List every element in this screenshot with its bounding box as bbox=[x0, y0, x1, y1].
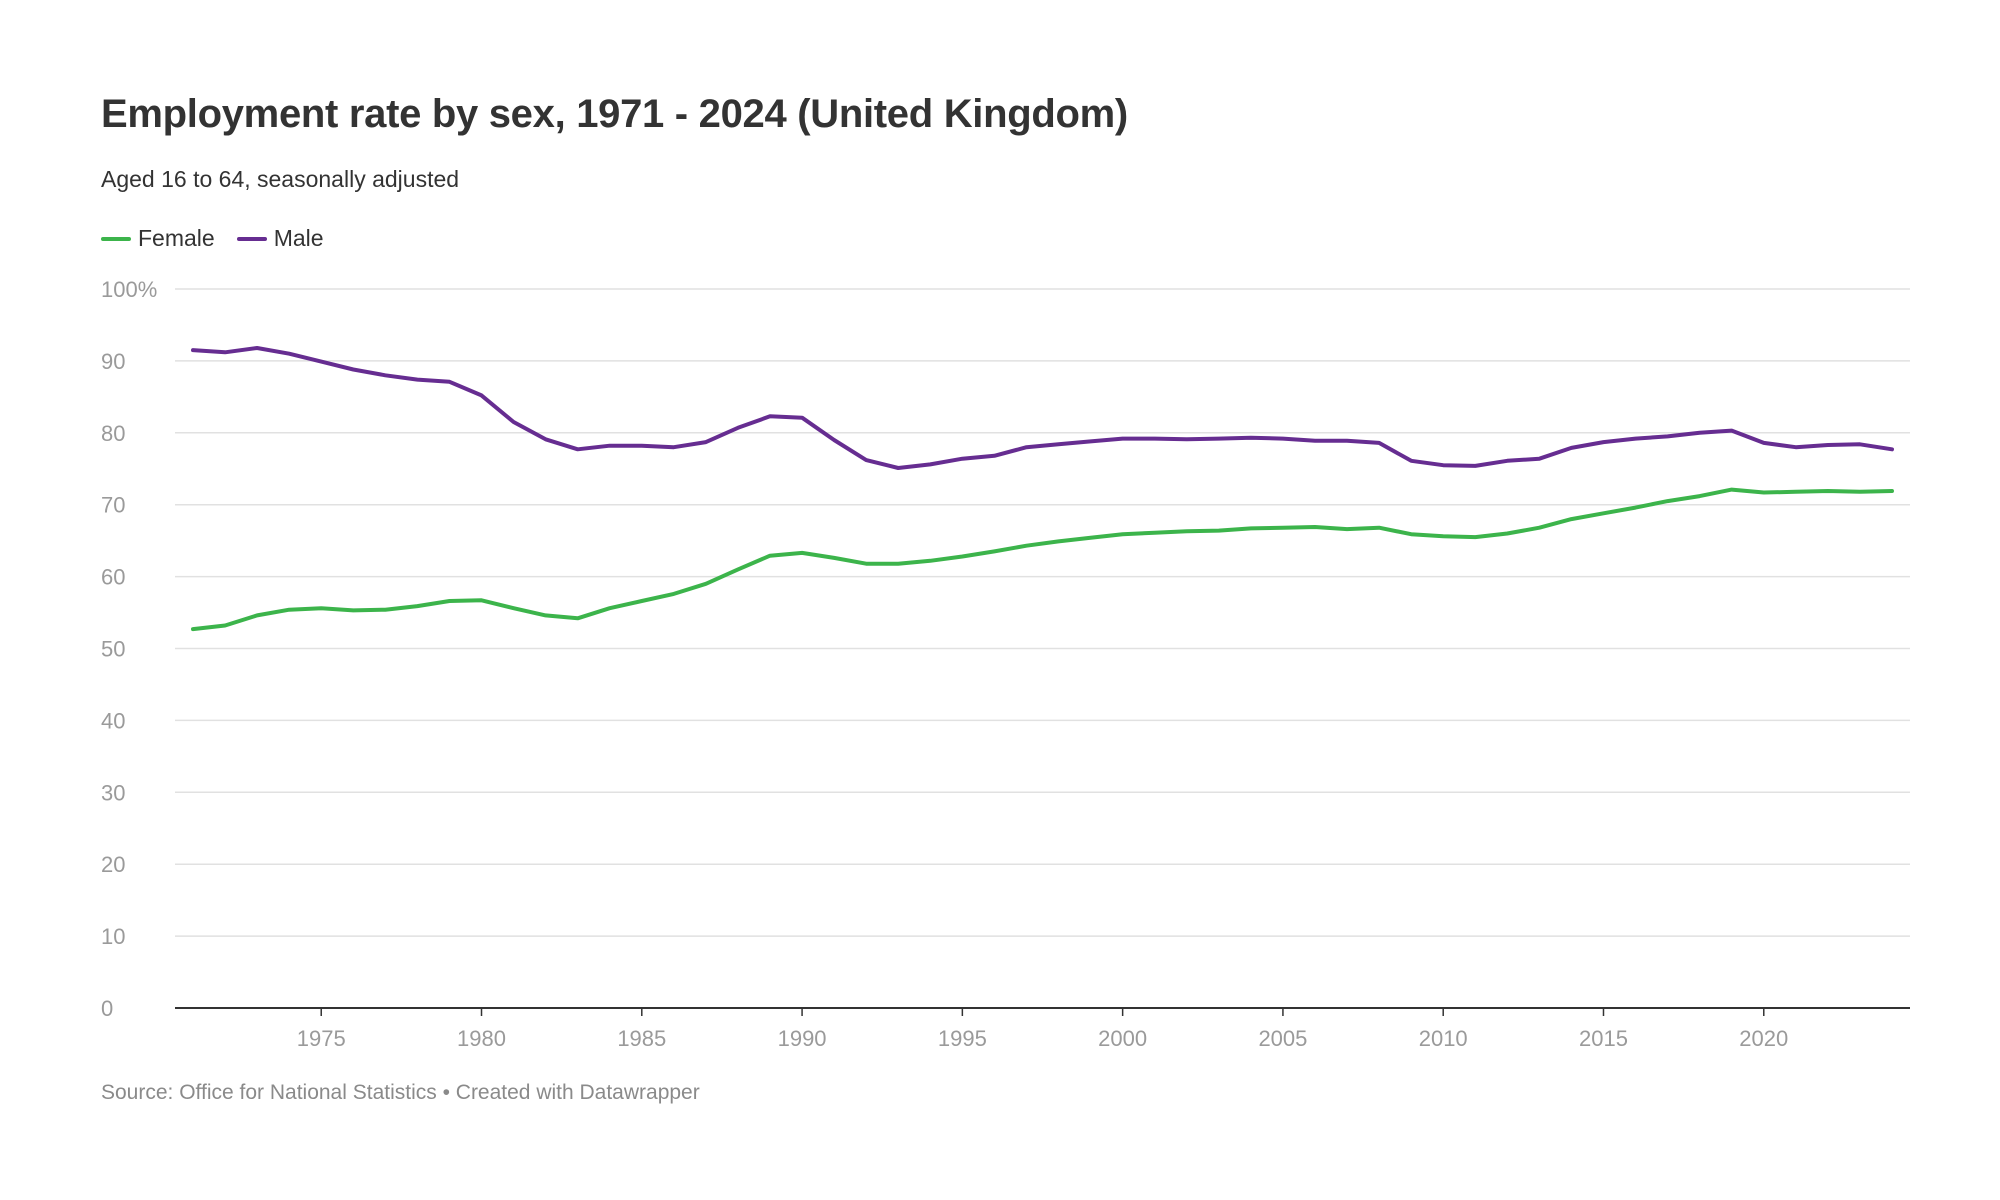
legend-label-male: Male bbox=[273, 225, 324, 251]
source-note: Source: Office for National Statistics •… bbox=[101, 1081, 700, 1104]
x-tick-label: 2020 bbox=[1739, 1026, 1788, 1051]
x-tick-label: 2010 bbox=[1419, 1026, 1468, 1051]
y-tick-label: 30 bbox=[101, 780, 125, 805]
series-lines bbox=[191, 346, 1894, 632]
chart-title: Employment rate by sex, 1971 - 2024 (Uni… bbox=[101, 92, 1128, 136]
y-tick-label: 0 bbox=[101, 996, 113, 1021]
legend-item-female: Female bbox=[101, 225, 215, 252]
legend-item-male: Male bbox=[236, 225, 324, 252]
series-line-female bbox=[191, 487, 1894, 632]
y-tick-label: 60 bbox=[101, 565, 125, 590]
y-axis-ticks: 0 10 20 30 40 50 60 70 80 90 100% bbox=[101, 277, 157, 1021]
x-tick-label: 1980 bbox=[457, 1026, 506, 1051]
legend-label-female: Female bbox=[138, 225, 215, 251]
y-tick-label: 20 bbox=[101, 852, 125, 877]
y-tick-label: 40 bbox=[101, 708, 125, 733]
y-tick-label: 10 bbox=[101, 924, 125, 949]
y-tick-label: 80 bbox=[101, 421, 125, 446]
legend-swatch-male bbox=[236, 236, 267, 241]
y-tick-label: 70 bbox=[101, 493, 125, 518]
y-tick-label: 50 bbox=[101, 637, 125, 662]
x-axis-ticks: 1975 1980 1985 1990 1995 2000 2005 2010 2015 2020 bbox=[297, 1008, 1788, 1051]
legend: Female Male bbox=[101, 225, 324, 252]
x-tick-label: 1975 bbox=[297, 1026, 346, 1051]
x-tick-label: 2005 bbox=[1258, 1026, 1307, 1051]
series-line-male bbox=[191, 346, 1894, 470]
y-tick-label: 100% bbox=[101, 277, 157, 302]
x-tick-label: 2015 bbox=[1579, 1026, 1628, 1051]
legend-swatch-female bbox=[101, 236, 131, 241]
x-tick-label: 1990 bbox=[778, 1026, 827, 1051]
y-tick-label: 90 bbox=[101, 349, 125, 374]
x-tick-label: 1995 bbox=[938, 1026, 987, 1051]
x-tick-label: 1985 bbox=[617, 1026, 666, 1051]
x-tick-label: 2000 bbox=[1098, 1026, 1147, 1051]
grid-lines bbox=[175, 288, 1910, 937]
chart-subtitle: Aged 16 to 64, seasonally adjusted bbox=[101, 166, 460, 192]
